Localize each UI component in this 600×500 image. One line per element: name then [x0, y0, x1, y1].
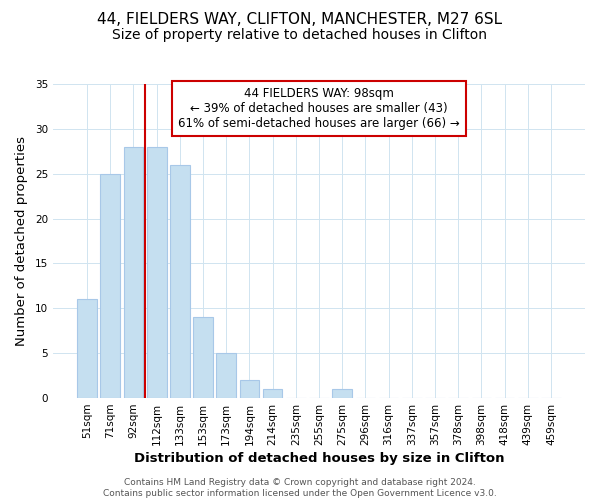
Bar	[332, 389, 352, 398]
Text: Size of property relative to detached houses in Clifton: Size of property relative to detached ho…	[113, 28, 487, 42]
Bar	[77, 300, 97, 398]
Bar	[193, 318, 213, 398]
Bar	[100, 174, 120, 398]
Bar	[263, 389, 283, 398]
X-axis label: Distribution of detached houses by size in Clifton: Distribution of detached houses by size …	[134, 452, 504, 465]
Text: Contains HM Land Registry data © Crown copyright and database right 2024.
Contai: Contains HM Land Registry data © Crown c…	[103, 478, 497, 498]
Text: 44, FIELDERS WAY, CLIFTON, MANCHESTER, M27 6SL: 44, FIELDERS WAY, CLIFTON, MANCHESTER, M…	[97, 12, 503, 28]
Bar	[147, 147, 167, 398]
Bar	[217, 353, 236, 398]
Y-axis label: Number of detached properties: Number of detached properties	[15, 136, 28, 346]
Bar	[170, 165, 190, 398]
Bar	[239, 380, 259, 398]
Text: 44 FIELDERS WAY: 98sqm
← 39% of detached houses are smaller (43)
61% of semi-det: 44 FIELDERS WAY: 98sqm ← 39% of detached…	[178, 87, 460, 130]
Bar	[124, 147, 143, 398]
